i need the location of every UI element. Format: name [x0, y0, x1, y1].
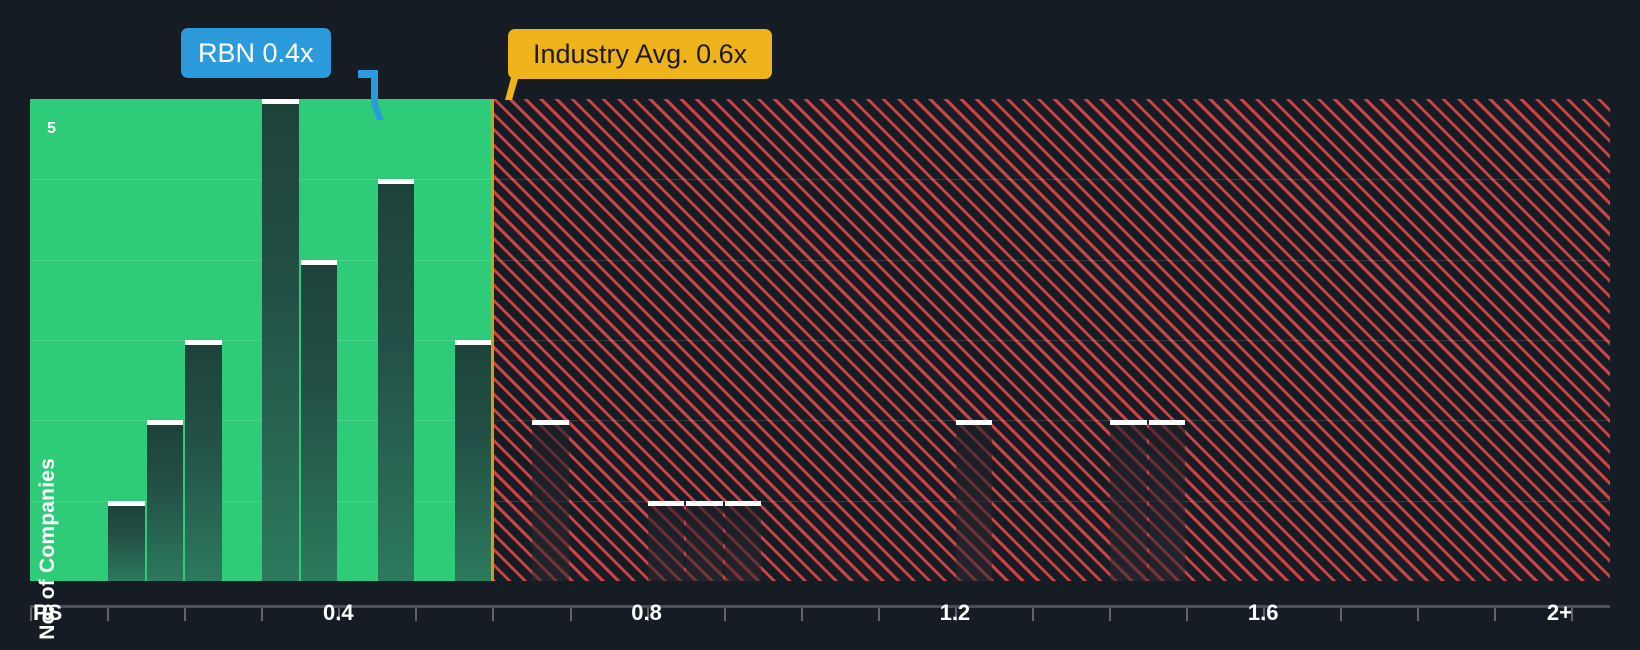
bar-cap: [686, 500, 723, 506]
bar-cap: [647, 500, 685, 506]
x-axis-tick: [1417, 608, 1420, 621]
bar-cap: [531, 420, 569, 426]
bar[interactable]: [686, 500, 723, 581]
bar-body: [1110, 425, 1147, 581]
rbn-callout[interactable]: RBN 0.4x: [181, 28, 331, 78]
x-axis-label: 0: [41, 600, 55, 625]
y-axis-tick-5: 5: [47, 120, 56, 137]
zone-overvalued: [492, 99, 1610, 581]
x-axis-label: 0.8: [631, 600, 662, 625]
bar-cap: [724, 500, 762, 506]
x-axis-label: 1.6: [1247, 600, 1279, 625]
bar[interactable]: [955, 420, 993, 581]
x-axis-tick: [569, 608, 572, 621]
bar-cap: [146, 420, 184, 426]
bar-body: [724, 505, 762, 581]
x-axis-label: 1.2: [939, 600, 971, 625]
bar-cap: [185, 340, 222, 345]
x-axis-label: 0.4: [322, 600, 354, 625]
rbn-callout-label: RBN 0.4x: [198, 37, 314, 68]
x-axis-tick: [877, 608, 880, 621]
bar-body: [146, 425, 184, 581]
gridline: [30, 500, 1610, 502]
x-axis-prefix-label: PS: [33, 600, 63, 625]
bar-body: [647, 505, 685, 581]
bar[interactable]: [300, 259, 338, 581]
bar[interactable]: [647, 500, 685, 581]
bar-body: [300, 264, 338, 581]
x-axis-tick: [1263, 608, 1266, 621]
bar[interactable]: [1110, 420, 1147, 581]
bar[interactable]: [724, 500, 762, 581]
bar[interactable]: [531, 420, 569, 581]
bar[interactable]: [108, 500, 145, 581]
x-axis-line: [30, 605, 1610, 608]
gridline: [30, 179, 1610, 181]
bar-body: [454, 345, 492, 581]
industry-callout[interactable]: Industry Avg. 0.6x: [508, 29, 773, 79]
bar-cap: [300, 259, 338, 265]
x-axis-tick: [646, 608, 649, 621]
x-axis-tick: [184, 608, 187, 621]
plot-area: [30, 99, 1610, 581]
x-axis-tick: [1031, 608, 1034, 621]
x-axis-tick: [338, 608, 341, 621]
bar-body: [531, 425, 569, 581]
x-axis-tick: [1109, 608, 1112, 621]
bar[interactable]: [262, 99, 299, 581]
industry-average-line: [491, 99, 495, 581]
bar-cap: [955, 420, 993, 426]
x-axis-tick: [1494, 608, 1497, 621]
bar-body: [686, 505, 723, 581]
bar[interactable]: [185, 340, 222, 581]
x-axis-tick: [30, 608, 32, 621]
bar-cap: [1110, 420, 1147, 426]
bar[interactable]: [146, 420, 184, 581]
x-axis-tick: [1186, 608, 1189, 621]
bar-body: [1148, 425, 1186, 581]
gridline: [30, 420, 1610, 422]
x-axis-tick: [954, 608, 957, 621]
x-axis-tick: [800, 608, 803, 621]
bar-cap: [377, 179, 415, 185]
bar[interactable]: [454, 340, 492, 581]
bar-cap: [262, 99, 299, 104]
bar-cap: [1148, 420, 1186, 426]
x-axis-tick: [492, 608, 495, 621]
gridline: [30, 340, 1610, 341]
bar-cap: [108, 500, 145, 506]
bar-body: [262, 104, 299, 581]
bar[interactable]: [1148, 420, 1186, 581]
x-axis-tick: [107, 608, 110, 621]
bar-body: [377, 184, 415, 581]
x-axis-tick: [723, 608, 726, 621]
bar[interactable]: [377, 179, 415, 581]
bar-body: [955, 425, 993, 581]
x-axis-tick: [261, 608, 264, 621]
bar-cap: [454, 340, 492, 345]
x-axis-tick: [415, 608, 418, 621]
bar-body: [108, 505, 145, 581]
x-axis-label: 2+: [1546, 600, 1572, 625]
bar-body: [185, 345, 222, 581]
x-axis-tick: [1340, 608, 1343, 621]
x-axis-tick: [1571, 608, 1574, 621]
gridline: [30, 259, 1610, 261]
industry-callout-label: Industry Avg. 0.6x: [533, 38, 748, 69]
zone-undervalued: [30, 99, 493, 581]
